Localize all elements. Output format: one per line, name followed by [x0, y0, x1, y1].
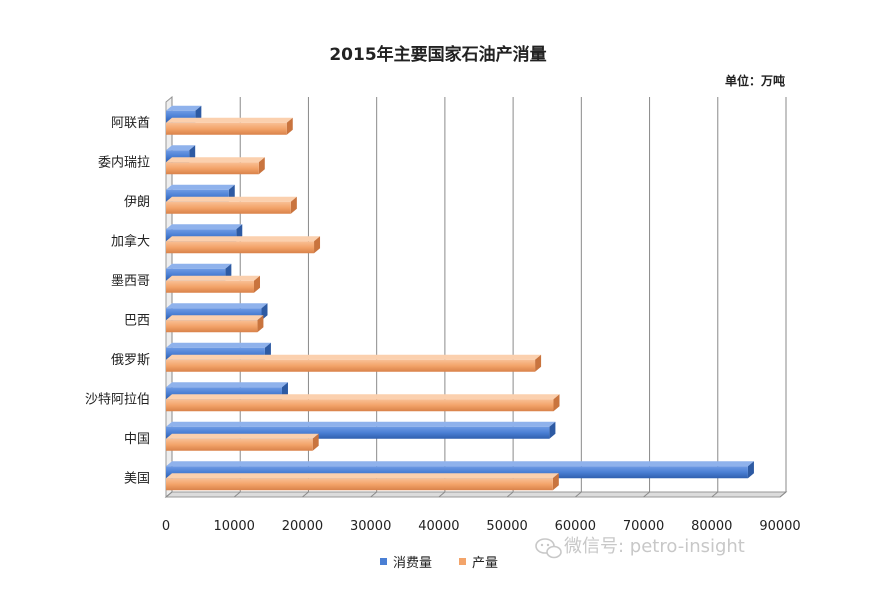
unit-label: 单位：万吨 — [725, 73, 785, 88]
category-label: 巴西 — [124, 313, 150, 328]
category-label: 加拿大 — [111, 233, 150, 249]
bar-top — [166, 157, 265, 163]
bar-top — [166, 184, 235, 190]
category-label: 美国 — [124, 471, 150, 486]
bar-end — [312, 433, 319, 451]
bar-top — [166, 105, 202, 111]
x-tick-label: 50000 — [486, 519, 527, 534]
bar-top — [166, 236, 321, 242]
bar-top — [166, 196, 297, 202]
bar-top — [166, 461, 754, 467]
floor — [164, 491, 788, 498]
gridline-foot — [165, 491, 173, 498]
bar-face — [166, 162, 259, 175]
bar-face — [166, 438, 313, 451]
bar-end — [286, 117, 293, 135]
bar-top — [166, 382, 288, 388]
bar-production — [166, 473, 559, 491]
bar-top — [166, 263, 232, 269]
x-tick-label: 70000 — [623, 519, 664, 534]
legend-label-consumption: 消费量 — [393, 556, 432, 571]
bar-top — [166, 315, 264, 321]
category-label: 墨西哥 — [111, 274, 150, 289]
bar-end — [314, 236, 321, 254]
bar-end — [549, 421, 556, 439]
bar-end — [290, 196, 297, 214]
category-label: 俄罗斯 — [111, 353, 150, 368]
bar-face — [166, 241, 315, 254]
bar-end — [257, 315, 264, 333]
bar-end — [552, 473, 559, 491]
bar-top — [166, 354, 542, 360]
gridline-foot — [506, 491, 514, 498]
bar-top — [166, 421, 556, 427]
bar-production — [166, 117, 293, 135]
bar-top — [166, 303, 268, 309]
gridline-foot — [302, 491, 309, 498]
x-tick-label: 0 — [162, 519, 170, 534]
legend-swatch-production — [459, 558, 466, 565]
category-label: 中国 — [124, 432, 150, 447]
category-label: 沙特阿拉伯 — [85, 392, 150, 407]
bar-face — [166, 320, 258, 333]
bar-production — [166, 354, 542, 372]
bar-top — [166, 275, 261, 281]
x-tick-label: 20000 — [282, 519, 323, 534]
category-label: 阿联酋 — [111, 115, 150, 131]
bars — [166, 105, 754, 491]
bar-face — [166, 359, 536, 372]
legend-label-production: 产量 — [472, 556, 498, 571]
bar-end — [553, 394, 560, 412]
bar-end — [747, 461, 754, 479]
bar-end — [535, 354, 542, 372]
x-tick-label: 10000 — [214, 519, 255, 534]
gridline-foot — [438, 491, 446, 498]
bar-top — [166, 433, 319, 439]
bar-face — [166, 478, 553, 491]
wechat-icon — [535, 538, 562, 559]
bar-end — [258, 157, 265, 175]
gridline-foot — [711, 491, 719, 498]
x-tick-label: 30000 — [350, 519, 391, 534]
gridline-foot — [643, 491, 650, 498]
bar-production — [166, 157, 265, 175]
bar-production — [166, 315, 264, 333]
bar-face — [166, 201, 291, 214]
watermark: 微信号: petro-insight — [535, 536, 745, 559]
gridline-foot — [575, 491, 582, 498]
legend: 消费量 产量 — [380, 556, 498, 571]
bar-top — [166, 224, 243, 230]
x-tick-label: 40000 — [418, 519, 459, 534]
x-tick-label: 80000 — [691, 519, 732, 534]
x-tick-labels: 0 10000 20000 30000 40000 50000 60000 70000 8000… — [162, 519, 801, 534]
bar-face — [166, 399, 554, 412]
bar-top — [166, 394, 560, 400]
bar-production — [166, 196, 297, 214]
gridline-foot — [779, 491, 787, 498]
bar-production — [166, 236, 321, 254]
bar-top — [166, 473, 559, 479]
chart-title: 2015年主要国家石油产消量 — [329, 44, 546, 65]
x-tick-label: 90000 — [759, 519, 800, 534]
bar-face — [166, 280, 255, 293]
category-label: 伊朗 — [124, 195, 150, 210]
bar-production — [166, 433, 319, 451]
bar-top — [166, 342, 271, 348]
legend-swatch-consumption — [380, 558, 387, 565]
gridline-foot — [370, 491, 377, 498]
bar-face — [166, 122, 287, 135]
x-tick-label: 60000 — [555, 519, 596, 534]
bar-top — [166, 145, 196, 151]
bar-top — [166, 117, 293, 123]
bar-production — [166, 275, 261, 293]
bar-production — [166, 394, 560, 412]
category-label: 委内瑞拉 — [98, 154, 150, 170]
gridline-foot — [233, 491, 241, 498]
bar-end — [254, 275, 261, 293]
watermark-text: 微信号: petro-insight — [564, 536, 745, 557]
